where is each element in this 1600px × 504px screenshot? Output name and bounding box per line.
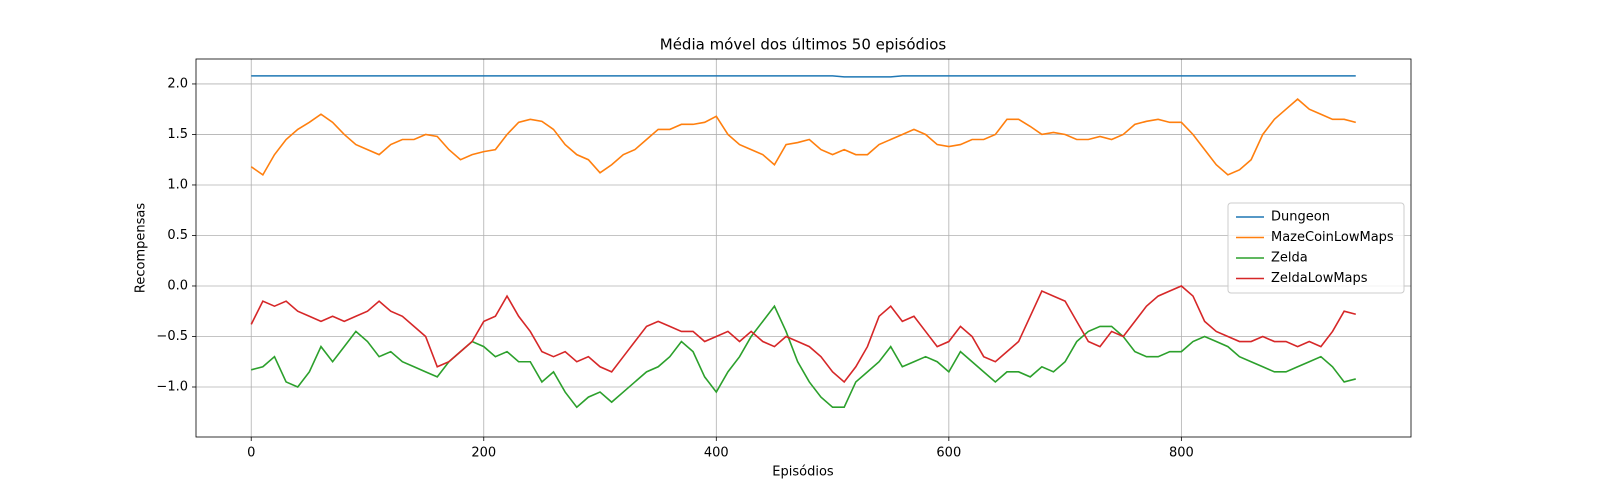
y-tick-label: 2.0 <box>167 76 188 91</box>
x-axis-label: Episódios <box>772 465 834 480</box>
series-line <box>251 304 1356 409</box>
legend-label: Zelda <box>1271 251 1308 266</box>
legend-box <box>1227 202 1405 294</box>
chart-title: Média móvel dos últimos 50 episódios <box>660 36 947 54</box>
y-tick-label: −0.5 <box>156 329 188 344</box>
x-tick-label: 800 <box>1169 446 1194 461</box>
x-tick-label: 200 <box>471 446 496 461</box>
x-tick-label: 0 <box>247 446 255 461</box>
y-tick-label: 1.0 <box>167 177 188 192</box>
series-line <box>251 75 1356 78</box>
y-tick-label: 1.5 <box>167 127 188 142</box>
x-tick-label: 600 <box>936 446 961 461</box>
x-tick-label: 400 <box>704 446 729 461</box>
series-line <box>250 285 1356 384</box>
y-axis-label: Recompensas <box>134 203 149 293</box>
y-tick-label: −1.0 <box>156 379 188 394</box>
legend-label: Dungeon <box>1271 210 1330 225</box>
plot-frame <box>195 58 1412 438</box>
y-tick-label: 0.0 <box>167 278 188 293</box>
legend-label: ZeldaLowMaps <box>1271 271 1368 286</box>
series-line <box>250 98 1356 177</box>
legend-label: MazeCoinLowMaps <box>1271 230 1394 245</box>
y-tick-label: 0.5 <box>167 228 188 243</box>
